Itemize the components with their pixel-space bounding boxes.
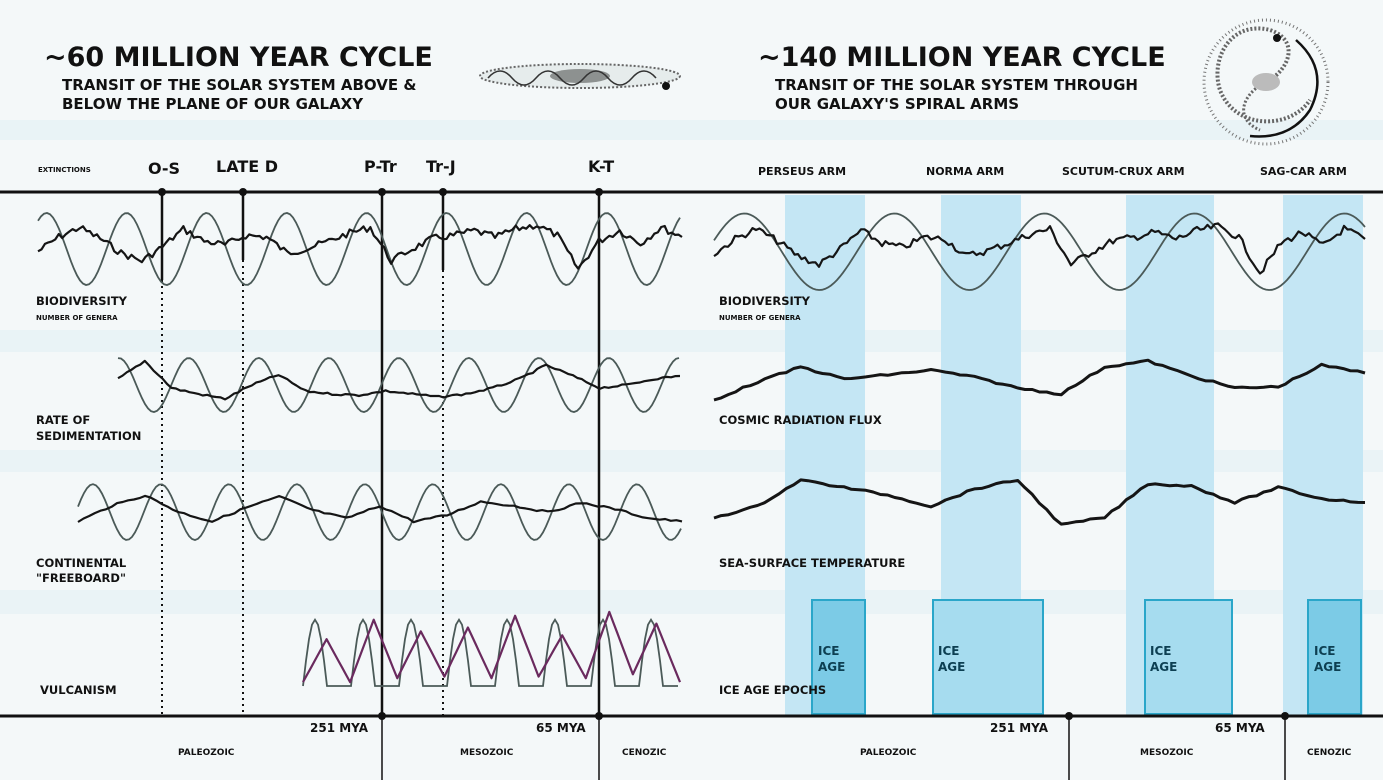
ice-age-boxes: ICE AGE ICE AGE ICE AGE ICE AGE <box>811 599 1362 715</box>
ice-label-2: AGE <box>938 660 965 674</box>
era-cenozoic-right: CENOZIC <box>1307 748 1352 758</box>
ice-label-3: AGE <box>1150 660 1177 674</box>
right-subtitle-1: TRANSIT OF THE SOLAR SYSTEM THROUGH <box>775 76 1138 94</box>
series-line-0-0 <box>37 224 683 270</box>
left-title: ~60 MILLION YEAR CYCLE <box>44 42 433 73</box>
series-layer <box>37 212 1366 687</box>
ice-age-box <box>932 599 1044 715</box>
galaxy-edge-icon <box>479 63 681 90</box>
label-sedimentation-2: SEDIMENTATION <box>36 429 141 443</box>
spiral-galaxy-icon <box>1202 18 1330 146</box>
event-label: Tr-J <box>426 157 456 176</box>
era-cenozoic-left: CENOZIC <box>622 748 667 758</box>
era-paleozoic-left: PALEOZOIC <box>178 748 235 758</box>
event-label: P-Tr <box>364 157 397 176</box>
arm-labels: PERSEUS ARM NORMA ARM SCUTUM-CRUX ARM SA… <box>758 165 1347 178</box>
left-subtitle-2: BELOW THE PLANE OF OUR GALAXY <box>62 95 364 113</box>
era-mesozoic-right: MESOZOIC <box>1140 748 1194 758</box>
series-line-1-0 <box>117 359 681 401</box>
event-label: K-T <box>588 157 614 176</box>
background-band <box>0 330 1383 352</box>
cycle-curve <box>37 212 681 286</box>
label-volcanism: VULCANISM <box>40 683 117 697</box>
series-line-2-0 <box>77 494 683 524</box>
label-ice-epochs: ICE AGE EPOCHS <box>719 683 826 697</box>
ice-label-1: ICE <box>818 644 839 658</box>
cycle-curve <box>77 483 682 541</box>
mya-65-right: 65 MYA <box>1215 721 1265 735</box>
ice-age-box <box>811 599 866 715</box>
series-line-0-1 <box>713 222 1366 275</box>
era-paleozoic-right: PALEOZOIC <box>860 748 917 758</box>
mya-65-left: 65 MYA <box>536 721 586 735</box>
ice-label-3: ICE <box>1150 644 1171 658</box>
ice-label-4: ICE <box>1314 644 1335 658</box>
arm-label: NORMA ARM <box>926 165 1004 178</box>
extinctions-header: EXTINCTIONS <box>38 166 91 174</box>
cycle-curve <box>713 212 1366 291</box>
label-biodiversity-left: BIODIVERSITY <box>36 294 128 308</box>
ice-label-4: AGE <box>1314 660 1341 674</box>
arm-label: SCUTUM-CRUX ARM <box>1062 165 1185 178</box>
extinction-labels: O-S LATE D P-Tr Tr-J K-T <box>148 157 614 178</box>
background-band <box>0 450 1383 472</box>
series-line-4-0 <box>713 358 1366 402</box>
arm-label: SAG-CAR ARM <box>1260 165 1347 178</box>
label-freeboard-1: CONTINENTAL <box>36 556 127 570</box>
label-radiation: COSMIC RADIATION FLUX <box>719 413 882 427</box>
mya-251-right: 251 MYA <box>990 721 1049 735</box>
label-sedimentation-1: RATE OF <box>36 413 90 427</box>
event-label: LATE D <box>216 157 278 176</box>
right-subtitle-2: OUR GALAXY'S SPIRAL ARMS <box>775 95 1019 113</box>
label-genera-right: NUMBER OF GENERA <box>719 314 801 322</box>
extinction-lines <box>158 188 603 780</box>
ice-label-1: AGE <box>818 660 845 674</box>
right-era-dividers <box>1065 712 1289 780</box>
background-band <box>0 120 1383 140</box>
series-line-5-0 <box>713 478 1366 526</box>
label-biodiversity-right: BIODIVERSITY <box>719 294 811 308</box>
ice-age-box <box>1307 599 1362 715</box>
cycle-curve <box>302 617 678 687</box>
arm-label: PERSEUS ARM <box>758 165 846 178</box>
event-label: O-S <box>148 159 180 178</box>
left-subtitle-1: TRANSIT OF THE SOLAR SYSTEM ABOVE & <box>62 76 416 94</box>
label-freeboard-2: "FREEBOARD" <box>36 571 126 585</box>
label-genera-left: NUMBER OF GENERA <box>36 314 118 322</box>
label-sst: SEA-SURFACE TEMPERATURE <box>719 556 905 570</box>
right-title: ~140 MILLION YEAR CYCLE <box>758 42 1166 73</box>
ice-label-2: ICE <box>938 644 959 658</box>
era-mesozoic-left: MESOZOIC <box>460 748 514 758</box>
ice-age-box <box>1144 599 1233 715</box>
mya-251-left: 251 MYA <box>310 721 369 735</box>
series-line-3-0 <box>302 610 682 684</box>
